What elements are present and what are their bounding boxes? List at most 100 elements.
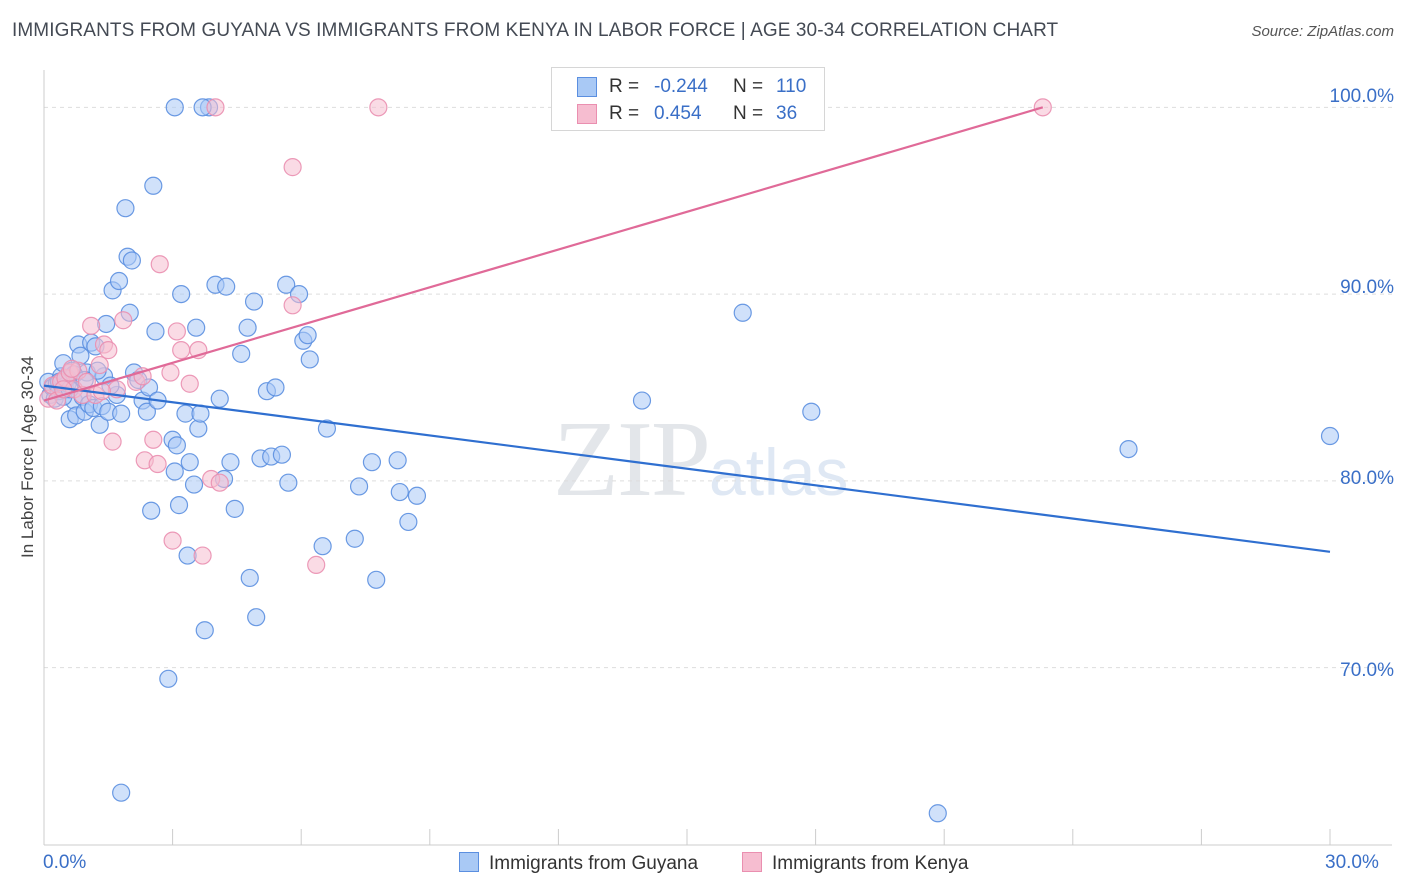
trendline-guyana	[43, 384, 1331, 553]
y-axis-label: In Labor Force | Age 30-34	[18, 356, 37, 558]
legend-r-label: R =	[609, 103, 640, 124]
watermark: ZIPatlas	[553, 398, 848, 522]
point-guyana	[137, 402, 156, 421]
bottom-legend-kenya: Immigrants from Kenya	[742, 852, 968, 875]
point-guyana	[345, 529, 364, 548]
point-kenya	[150, 255, 169, 274]
point-kenya	[193, 546, 212, 565]
point-guyana	[390, 482, 409, 502]
point-guyana	[362, 453, 382, 472]
point-guyana	[109, 271, 129, 291]
legend-r-label: R =	[609, 76, 640, 97]
point-guyana	[298, 326, 317, 345]
bottom-legend-guyana: Immigrants from Guyana	[459, 852, 698, 875]
point-guyana	[165, 462, 184, 481]
point-guyana	[189, 419, 208, 438]
point-kenya	[369, 98, 388, 117]
point-guyana	[221, 453, 240, 472]
legend-n-value: 36	[776, 103, 798, 124]
point-guyana	[187, 318, 206, 337]
point-guyana	[1320, 426, 1340, 446]
source-label: Source: ZipAtlas.com	[1251, 23, 1394, 40]
watermark-zip: ZIP	[553, 400, 711, 519]
point-kenya	[161, 363, 180, 382]
point-guyana	[232, 344, 251, 363]
point-guyana	[144, 176, 163, 195]
x-tick-label-min: 0.0%	[43, 852, 87, 873]
point-guyana	[1119, 439, 1138, 459]
point-guyana	[277, 275, 296, 294]
legend-n-label: N =	[733, 103, 764, 124]
y-tick-label-90: 90.0%	[1340, 277, 1394, 298]
point-kenya	[172, 341, 191, 360]
point-kenya	[103, 432, 122, 451]
point-guyana	[112, 783, 131, 802]
legend-r-value: 0.454	[654, 103, 702, 124]
chart-title: IMMIGRANTS FROM GUYANA VS IMMIGRANTS FRO…	[12, 20, 1059, 41]
point-kenya	[82, 316, 101, 335]
y-tick-label-80: 80.0%	[1340, 468, 1394, 489]
point-kenya	[307, 555, 326, 574]
point-guyana	[167, 436, 186, 455]
bottom-legend-swatch-guyana	[459, 852, 479, 872]
point-guyana	[279, 473, 298, 492]
point-guyana	[266, 378, 285, 397]
point-kenya	[210, 473, 229, 492]
legend-r-value: -0.244	[654, 76, 708, 97]
point-kenya	[283, 296, 302, 315]
point-kenya	[99, 341, 118, 360]
point-guyana	[300, 350, 319, 369]
point-guyana	[928, 804, 947, 823]
point-guyana	[159, 669, 178, 688]
point-guyana	[388, 451, 407, 470]
point-guyana	[367, 570, 386, 589]
point-guyana	[169, 496, 189, 515]
point-guyana	[210, 389, 229, 408]
point-guyana	[802, 402, 821, 421]
legend-n-value: 110	[776, 76, 807, 97]
point-kenya	[114, 311, 133, 330]
point-kenya	[62, 359, 81, 378]
point-kenya	[167, 322, 186, 341]
point-guyana	[225, 499, 244, 518]
correlation-legend: R = -0.244 N = 110 R = 0.454 N = 36	[551, 67, 825, 131]
point-guyana	[349, 477, 369, 496]
trendline-kenya	[43, 106, 1044, 402]
y-tick-label-100: 100.0%	[1329, 86, 1394, 107]
point-guyana	[180, 453, 199, 472]
point-guyana	[247, 608, 266, 627]
point-guyana	[122, 251, 141, 270]
y-tick-label-70: 70.0%	[1340, 660, 1394, 681]
point-guyana	[244, 292, 264, 311]
point-guyana	[238, 318, 257, 337]
point-kenya	[283, 158, 302, 177]
point-guyana	[172, 284, 191, 304]
point-kenya	[180, 374, 199, 393]
point-guyana	[97, 314, 116, 334]
point-guyana	[112, 404, 131, 423]
bottom-legend-swatch-kenya	[742, 852, 762, 872]
point-guyana	[90, 415, 109, 434]
legend-swatch-kenya	[577, 104, 597, 124]
point-guyana	[142, 501, 161, 520]
point-guyana	[195, 621, 214, 640]
point-kenya	[206, 98, 225, 117]
legend-n-label: N =	[733, 76, 764, 97]
bottom-legend-label-guyana: Immigrants from Guyana	[489, 853, 699, 874]
point-guyana	[217, 277, 236, 296]
point-kenya	[148, 454, 167, 474]
bottom-legend-label-kenya: Immigrants from Kenya	[772, 853, 969, 874]
point-guyana	[272, 445, 292, 464]
point-guyana	[733, 303, 752, 322]
point-guyana	[399, 512, 418, 532]
point-guyana	[317, 419, 337, 438]
point-guyana	[407, 486, 427, 505]
point-guyana	[184, 475, 204, 494]
point-guyana	[146, 322, 165, 341]
point-kenya	[163, 531, 182, 550]
point-kenya	[144, 430, 163, 449]
point-guyana	[240, 568, 259, 588]
point-guyana	[116, 199, 135, 218]
point-guyana	[165, 98, 184, 117]
